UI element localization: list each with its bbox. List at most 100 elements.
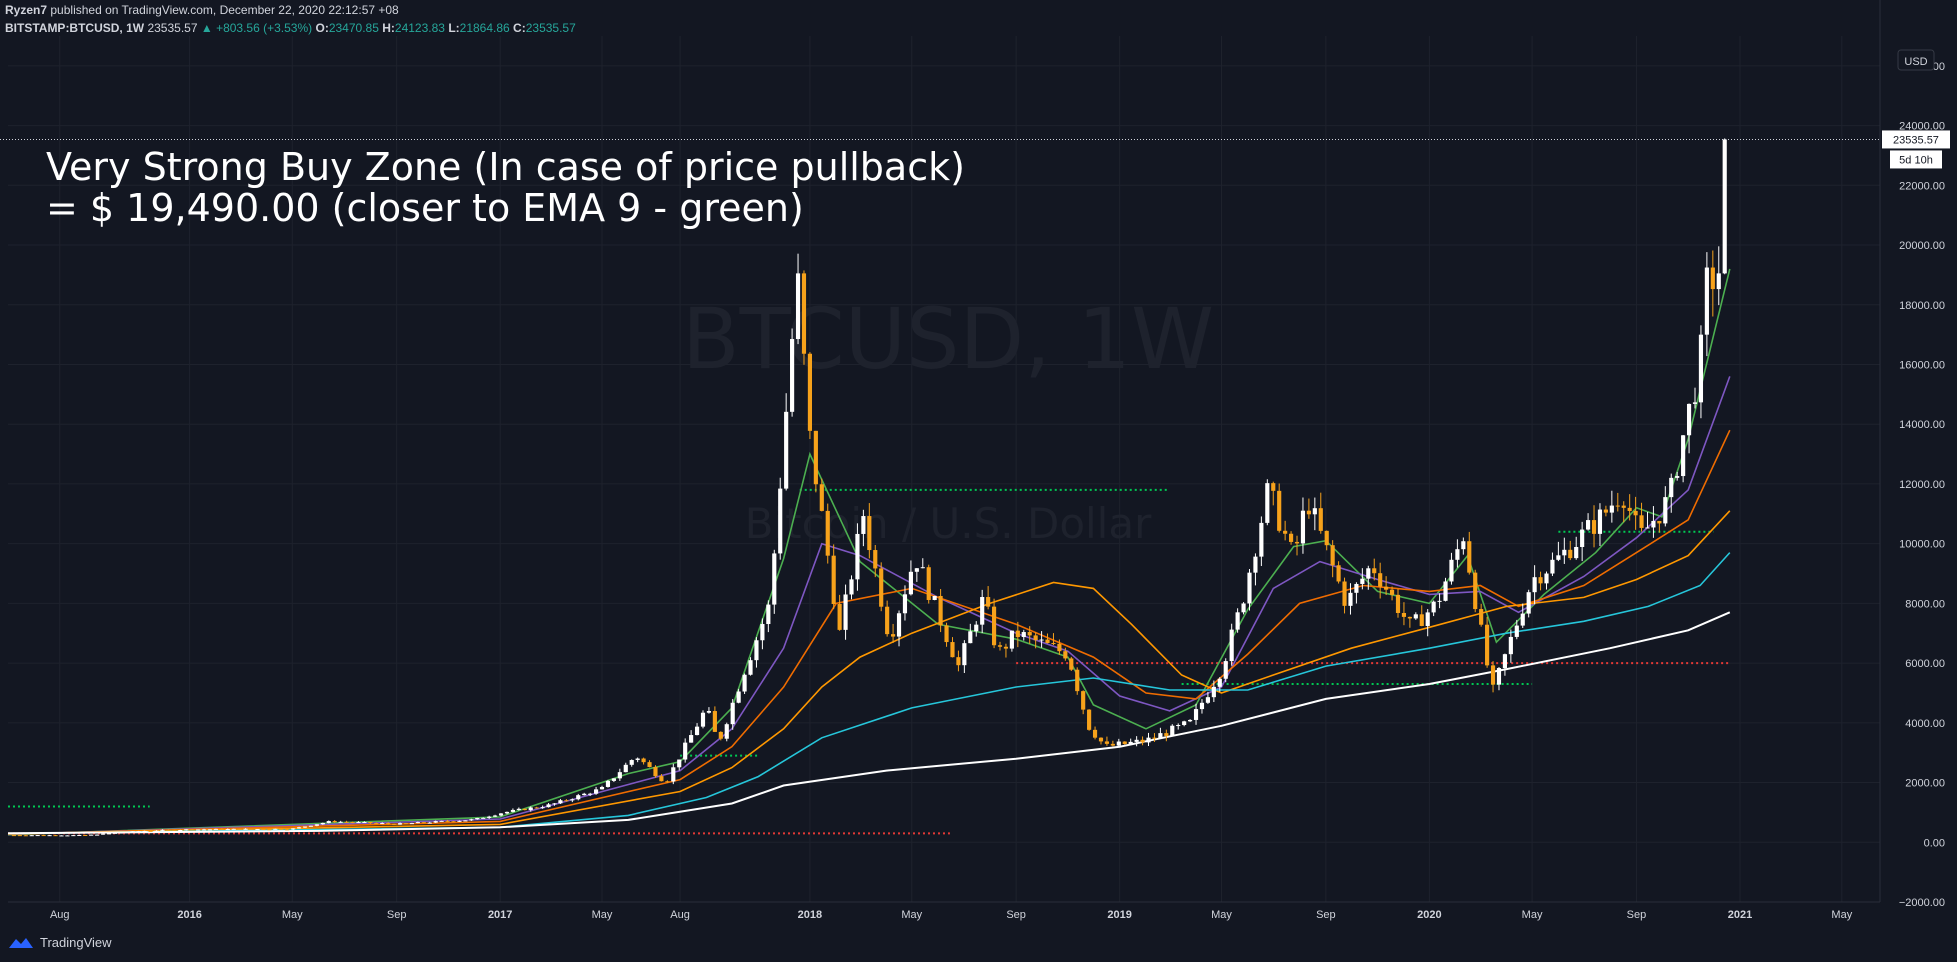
candle-body-5 xyxy=(41,835,46,837)
candle-body-34 xyxy=(213,828,218,830)
x-tick-label-4: 2017 xyxy=(488,909,512,921)
candle-body-253 xyxy=(1514,625,1519,637)
y-tick-label-5: 16000.00 xyxy=(1899,359,1945,371)
candle-body-11 xyxy=(77,834,82,836)
ema-line-5 xyxy=(7,611,1731,835)
author-name[interactable]: Ryzen7 xyxy=(5,3,48,17)
x-tick-label-0: Aug xyxy=(50,909,70,921)
candle-body-176 xyxy=(1057,643,1062,652)
candle-body-208 xyxy=(1247,572,1252,604)
candle-body-30 xyxy=(190,829,195,831)
y-tick-label-13: 0.00 xyxy=(1924,837,1945,849)
candle-body-277 xyxy=(1657,520,1662,524)
tradingview-footer[interactable]: TradingView xyxy=(8,935,112,950)
annotation-line1: Very Strong Buy Zone (In case of price p… xyxy=(46,145,965,189)
candle-body-181 xyxy=(1087,709,1092,730)
candle-body-254 xyxy=(1520,613,1525,626)
candle-body-115 xyxy=(694,726,700,736)
countdown-box xyxy=(1890,150,1942,169)
candle-body-4 xyxy=(35,835,40,837)
annotation-text: Very Strong Buy Zone (In case of price p… xyxy=(46,145,965,230)
candle-body-64 xyxy=(392,823,397,825)
candle-body-185 xyxy=(1110,743,1115,746)
candle-body-61 xyxy=(374,823,379,825)
candle-body-183 xyxy=(1098,737,1104,742)
candle-body-220 xyxy=(1318,508,1323,531)
candle-body-228 xyxy=(1366,568,1371,579)
candle-body-110 xyxy=(665,781,670,783)
candle-body-274 xyxy=(1639,515,1644,528)
candle-body-262 xyxy=(1568,549,1573,559)
candles xyxy=(11,138,1727,837)
candle-body-108 xyxy=(653,767,658,777)
candle-body-190 xyxy=(1140,739,1145,743)
candle-body-95 xyxy=(576,795,581,800)
candle-body-223 xyxy=(1336,565,1341,582)
candle-body-226 xyxy=(1354,583,1359,593)
candle-body-252 xyxy=(1508,636,1513,655)
candle-body-3 xyxy=(29,835,34,837)
candle-body-159 xyxy=(956,657,961,666)
candle-body-32 xyxy=(201,829,207,831)
close-label: C: xyxy=(513,21,526,35)
candle-body-196 xyxy=(1176,725,1181,727)
candle-body-172 xyxy=(1033,635,1038,641)
candle-body-46 xyxy=(285,829,290,831)
candle-body-235 xyxy=(1407,616,1412,619)
candle-body-65 xyxy=(397,823,403,825)
published-text: published on TradingView.com, December 2… xyxy=(50,3,399,17)
time-axis[interactable]: Aug 2016 May Sep 2017 May Aug 2018 May Sep 2019 May… xyxy=(50,909,1853,921)
candle-body-201 xyxy=(1205,697,1210,703)
candle-body-72 xyxy=(439,820,444,822)
candle-body-9 xyxy=(65,835,70,837)
candle-body-14 xyxy=(95,834,100,836)
candle-body-142 xyxy=(855,533,860,580)
price-axis[interactable]: 26000.0024000.0022000.0020000.0018000.00… xyxy=(1899,61,1945,909)
candle-body-155 xyxy=(932,595,937,600)
candle-body-166 xyxy=(997,645,1003,647)
x-tick-label-14: May xyxy=(1522,909,1543,921)
candle-body-31 xyxy=(196,829,201,831)
candle-body-133 xyxy=(801,273,807,354)
candle-body-202 xyxy=(1211,686,1216,698)
candle-body-273 xyxy=(1633,510,1638,516)
y-tick-label-14: −2000.00 xyxy=(1899,897,1945,909)
candle-body-119 xyxy=(718,731,723,739)
candle-body-66 xyxy=(403,823,409,825)
candle-body-60 xyxy=(368,821,373,824)
x-tick-label-12: Sep xyxy=(1316,909,1336,921)
candle-body-127 xyxy=(766,604,771,625)
candle-body-145 xyxy=(873,550,878,569)
candle-body-242 xyxy=(1449,559,1454,582)
x-tick-label-13: 2020 xyxy=(1417,909,1441,921)
y-tick-label-12: 2000.00 xyxy=(1905,778,1945,790)
tradingview-logo-icon xyxy=(9,937,33,948)
candle-body-120 xyxy=(724,724,729,739)
candle-body-41 xyxy=(255,829,260,831)
candle-body-111 xyxy=(671,767,676,782)
ema-line-1 xyxy=(7,376,1731,836)
currency-label: USD xyxy=(1904,56,1927,68)
candle-body-139 xyxy=(837,604,842,630)
candle-body-215 xyxy=(1288,533,1294,542)
symbol-label[interactable]: BITSTAMP:BTCUSD, 1W xyxy=(5,21,145,35)
currency-badge: USD xyxy=(1897,49,1935,71)
candle-body-109 xyxy=(659,776,664,782)
candle-body-89 xyxy=(540,807,545,809)
candle-body-68 xyxy=(415,822,420,824)
candle-body-58 xyxy=(356,822,361,824)
candle-body-27 xyxy=(172,829,177,831)
candle-body-102 xyxy=(617,772,622,779)
candle-body-47 xyxy=(291,828,296,830)
candle-body-24 xyxy=(154,830,159,832)
candle-body-144 xyxy=(867,516,872,551)
candle-body-193 xyxy=(1158,733,1163,739)
candle-body-232 xyxy=(1389,589,1395,595)
price-tag-value: 23535.57 xyxy=(1893,134,1939,146)
brand-label: TradingView xyxy=(40,935,112,950)
candle-body-250 xyxy=(1496,668,1502,685)
candle-body-50 xyxy=(308,825,314,827)
candle-body-258 xyxy=(1544,573,1549,584)
candle-body-44 xyxy=(273,828,278,830)
